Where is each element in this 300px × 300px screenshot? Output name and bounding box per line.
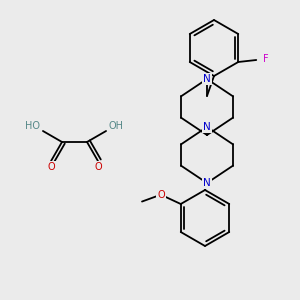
Text: O: O [47, 162, 55, 172]
Text: N: N [203, 122, 211, 132]
Text: F: F [263, 54, 269, 64]
Text: OH: OH [109, 121, 124, 131]
Text: HO: HO [26, 121, 40, 131]
Text: O: O [94, 162, 102, 172]
Text: N: N [203, 74, 211, 84]
Text: N: N [203, 178, 211, 188]
Text: O: O [157, 190, 165, 200]
